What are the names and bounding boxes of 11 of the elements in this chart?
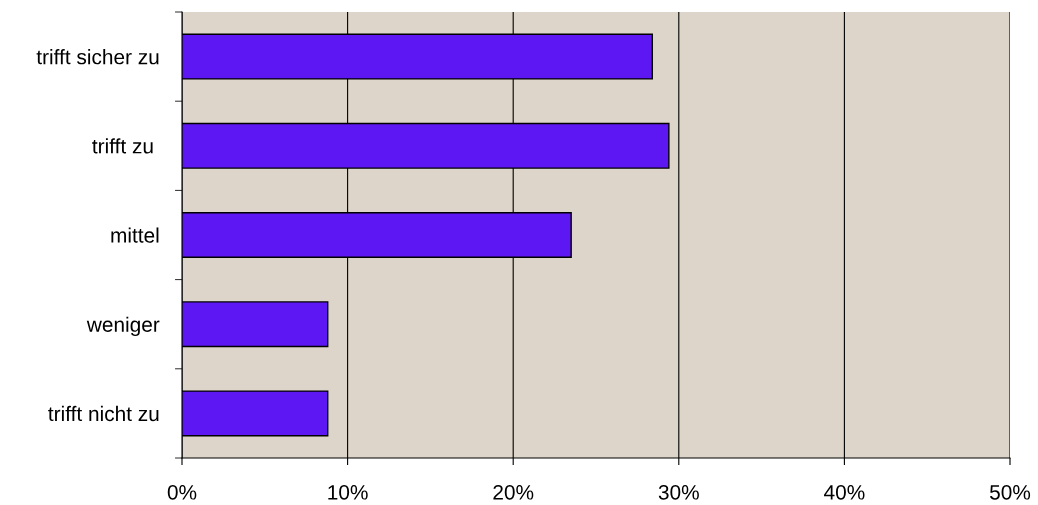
x-tick-label: 30%	[658, 484, 699, 500]
y-tick-label: weniger	[86, 316, 160, 337]
y-tick-label: trifft nicht zu	[48, 405, 159, 422]
x-tick-label: 40%	[824, 484, 865, 500]
x-tick-label: 10%	[328, 484, 368, 500]
x-tick-label: 0%	[167, 484, 197, 500]
x-tick-label: 20%	[493, 484, 534, 500]
x-tick-label: 50%	[989, 484, 1031, 500]
y-tick-label: mittel	[111, 227, 159, 243]
y-tick-label: trifft zu	[92, 138, 153, 154]
y-tick-label: trifft sicher zu	[36, 49, 159, 65]
